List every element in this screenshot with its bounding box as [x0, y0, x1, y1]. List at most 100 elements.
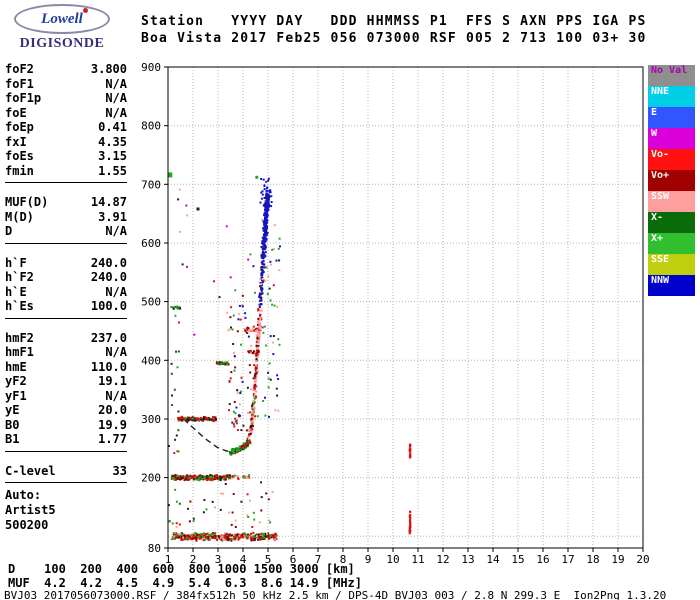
- param-muf-d-: MUF(D) 14.87: [5, 195, 127, 210]
- svg-text:20: 20: [636, 553, 649, 566]
- station-header-labels: Station YYYY DAY DDD HHMMSS P1 FFS S AXN…: [141, 14, 647, 29]
- legend-item-nnw: NNW: [648, 275, 695, 296]
- lowell-logo-oval: Lowell: [14, 4, 110, 34]
- muf-row: MUF 4.2 4.2 4.5 4.9 5.4 6.3 8.6 14.9 [MH…: [8, 576, 363, 590]
- param-value: 3.800: [90, 62, 127, 76]
- param-label: yF1: [5, 388, 27, 403]
- param-value: 3.15: [98, 149, 127, 163]
- param-h-f: h`F 240.0: [5, 256, 127, 271]
- legend-item-vo+: Vo+: [648, 170, 695, 191]
- param-label: foEs: [5, 149, 34, 163]
- param-value: N/A: [105, 105, 127, 120]
- legend-item-w: W: [648, 128, 695, 149]
- param-m-d-: M(D) 3.91: [5, 210, 127, 225]
- param-label: yF2: [5, 374, 27, 388]
- param-value: N/A: [105, 91, 127, 105]
- param-group: MUF(D) 14.87 M(D) 3.91 D N/A: [5, 195, 127, 244]
- ionospheric-parameter-panel: foF2 3.800 foF1 N/A foF1p N/A foE N/A foEp 0.41 fx…: [5, 62, 127, 495]
- svg-text:800: 800: [141, 120, 161, 133]
- svg-text:17: 17: [561, 553, 574, 566]
- param-h-f2: h`F2 240.0: [5, 270, 127, 285]
- param-label: foF2: [5, 62, 34, 76]
- param-label: foF1: [5, 76, 34, 91]
- param-label: hmE: [5, 359, 27, 374]
- param-fxi: fxI 4.35: [5, 135, 127, 150]
- param-label: fxI: [5, 134, 27, 149]
- lowell-brand-text: Lowell: [41, 10, 83, 27]
- param-group: foF2 3.800 foF1 N/A foF1p N/A foE N/A foEp 0.41 fx…: [5, 62, 127, 183]
- param-label: fmin: [5, 163, 34, 178]
- legend-item-x+: X+: [648, 233, 695, 254]
- separator-line: [5, 242, 127, 244]
- svg-text:19: 19: [611, 553, 624, 566]
- param-d: D N/A: [5, 224, 127, 239]
- auto-info-line: Auto:: [5, 488, 42, 502]
- param-group: C-level 33: [5, 463, 127, 483]
- svg-text:600: 600: [141, 237, 161, 250]
- svg-text:16: 16: [536, 553, 549, 566]
- param-value: 240.0: [90, 270, 127, 284]
- svg-text:12: 12: [436, 553, 449, 566]
- auto-info-line: 500200: [5, 518, 49, 532]
- param-value: N/A: [105, 388, 127, 403]
- svg-text:13: 13: [461, 553, 474, 566]
- file-info-footer: BVJ03_2017056073000.RSF / 384fx512h 50 k…: [4, 589, 667, 600]
- param-label: B0: [5, 417, 20, 432]
- param-fof1p: foF1p N/A: [5, 91, 127, 106]
- param-fof2: foF2 3.800: [5, 62, 127, 77]
- param-value: 14.87: [90, 195, 127, 209]
- param-hmf1: hmF1 N/A: [5, 345, 127, 360]
- param-label: MUF(D): [5, 195, 49, 209]
- legend-item-e: E: [648, 107, 695, 128]
- legend-item-sse: SSE: [648, 254, 695, 275]
- param-value: 237.0: [90, 330, 127, 345]
- param-foep: foEp 0.41: [5, 120, 127, 135]
- svg-text:11: 11: [411, 553, 424, 566]
- svg-text:200: 200: [141, 472, 161, 485]
- param-group: hmF2 237.0 hmF1 N/A hmE 110.0 yF2 19.1 yF1 N/A yE 2…: [5, 331, 127, 452]
- param-label: M(D): [5, 209, 34, 224]
- svg-text:15: 15: [511, 553, 524, 566]
- logo-red-dot-icon: [83, 8, 88, 13]
- svg-text:80: 80: [148, 542, 161, 555]
- param-value: 33: [112, 463, 127, 478]
- svg-text:10: 10: [386, 553, 399, 566]
- param-label: B1: [5, 432, 20, 446]
- param-label: D: [5, 224, 13, 238]
- param-ye: yE 20.0: [5, 403, 127, 418]
- param-fof1: foF1 N/A: [5, 77, 127, 92]
- separator-line: [5, 182, 127, 183]
- legend-item-vo-: Vo-: [648, 149, 695, 170]
- param-label: hmF1: [5, 345, 34, 359]
- svg-text:300: 300: [141, 413, 161, 426]
- param-value: 110.0: [90, 359, 127, 374]
- legend-item-nne: NNE: [648, 86, 695, 107]
- param-foes: foEs 3.15: [5, 149, 127, 164]
- svg-text:500: 500: [141, 296, 161, 309]
- param-value: 1.55: [98, 163, 127, 178]
- svg-text:9: 9: [365, 553, 372, 566]
- param-label: h`E: [5, 284, 27, 299]
- legend-item-ssw: SSW: [648, 191, 695, 212]
- param-label: yE: [5, 403, 20, 417]
- auto-info-line: Artist5: [5, 503, 56, 517]
- autoscaling-info-block: Auto: Artist5 500200: [5, 488, 56, 533]
- svg-text:700: 700: [141, 178, 161, 191]
- separator-line: [5, 450, 127, 452]
- param-label: foF1p: [5, 91, 42, 105]
- legend-item-no-val: No Val: [648, 65, 695, 86]
- station-header-values: Boa Vista 2017 Feb25 056 073000 RSF 005 …: [141, 31, 647, 46]
- lowell-digisonde-logo: Lowell DIGISONDE: [6, 4, 118, 52]
- distance-row: D 100 200 400 600 800 1000 1500 3000 [km…: [8, 562, 355, 576]
- param-h-e: h`E N/A: [5, 285, 127, 300]
- param-fmin: fmin 1.55: [5, 164, 127, 179]
- param-b0: B0 19.9: [5, 418, 127, 433]
- digisonde-wordmark: DIGISONDE: [19, 36, 105, 51]
- param-value: 100.0: [90, 299, 127, 313]
- legend-item-x-: X-: [648, 212, 695, 233]
- param-label: C-level: [5, 463, 56, 478]
- param-value: N/A: [105, 224, 127, 238]
- param-value: N/A: [105, 76, 127, 91]
- param-label: foE: [5, 105, 27, 120]
